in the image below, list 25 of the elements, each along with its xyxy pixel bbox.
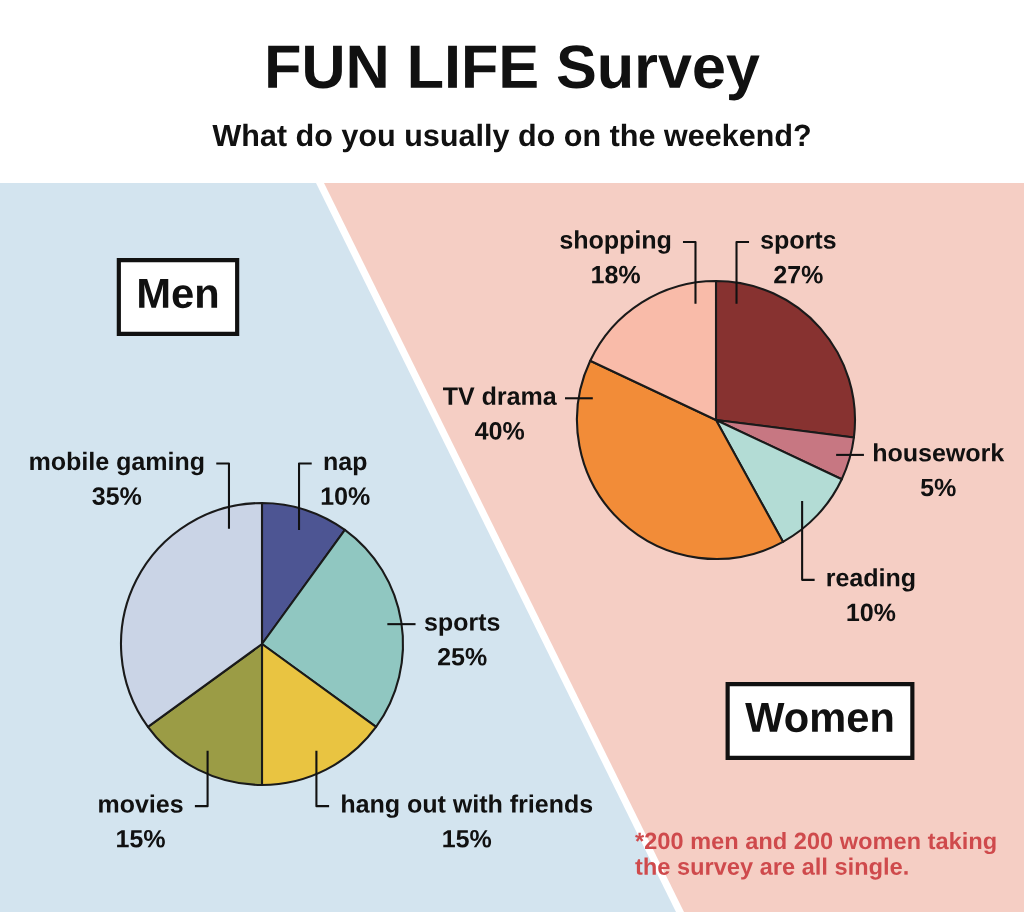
- data-label: 18%: [592, 265, 640, 284]
- data-label: 27%: [774, 265, 823, 284]
- chart-title: Men: [139, 279, 218, 309]
- slice-label: mobile gaming: [30, 451, 204, 476]
- data-label: 15%: [117, 829, 165, 848]
- text: FUN LIFE Survey: [268, 45, 760, 101]
- data-label: 15%: [443, 829, 492, 848]
- data-label: 25%: [438, 647, 487, 666]
- slice-label: sports: [761, 232, 836, 254]
- data-label: 10%: [321, 487, 370, 505]
- slice-label: reading: [827, 568, 915, 592]
- slice-label: nap: [324, 456, 367, 476]
- data-label: 40%: [475, 422, 525, 440]
- slice-label: shopping: [560, 230, 671, 254]
- slice-label: hang out with friends: [342, 794, 593, 818]
- data-label: 5%: [920, 478, 956, 497]
- slice-label: housework: [874, 443, 1005, 462]
- data-label: 10%: [847, 603, 896, 622]
- text: Women: [745, 703, 893, 733]
- slice-label: TV drama: [443, 386, 557, 405]
- text: What do you usually do on the weekend?: [212, 123, 810, 153]
- text: *200 men and 200 women taking the survey are all single.: [635, 832, 996, 880]
- slice-label: movies: [99, 794, 183, 813]
- data-label: 35%: [92, 487, 142, 505]
- slice-label: sports: [424, 614, 500, 636]
